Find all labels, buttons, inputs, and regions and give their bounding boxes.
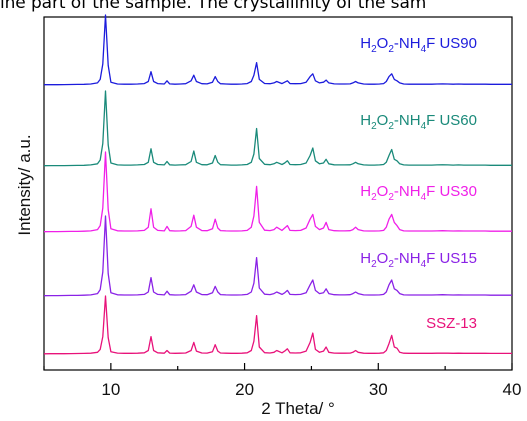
x-tick-label: 10 <box>101 380 120 399</box>
caption-fragment: ine part of the sample. The crystallinit… <box>0 0 427 13</box>
series-label: H2O2-NH4F US15 <box>360 250 477 270</box>
plot-frame <box>43 16 513 371</box>
xrd-trace <box>43 90 512 167</box>
series-label: H2O2-NH4F US60 <box>360 112 477 132</box>
x-tick-label: 30 <box>369 380 388 399</box>
x-tick-label: 40 <box>503 380 522 399</box>
series-labels: H2O2-NH4F US90 H2O2-NH4F US60 H2O2-NH4F US… <box>360 35 477 332</box>
xrd-trace <box>43 151 512 233</box>
y-axis-title: Intensity/ a.u. <box>15 134 34 235</box>
xrd-traces <box>43 14 512 355</box>
x-ticks: 10 20 30 40 <box>43 363 522 399</box>
axes-frame <box>43 16 513 371</box>
x-axis-title: 2 Theta/ ° <box>261 399 335 418</box>
xrd-trace <box>43 215 512 297</box>
series-label: H2O2-NH4F US90 <box>360 35 477 55</box>
xrd-trace <box>44 14 512 86</box>
xrd-trace <box>43 295 512 355</box>
x-tick-label: 20 <box>235 380 254 399</box>
series-label: H2O2-NH4F US30 <box>360 183 477 203</box>
series-label: SSZ-13 <box>426 315 477 332</box>
